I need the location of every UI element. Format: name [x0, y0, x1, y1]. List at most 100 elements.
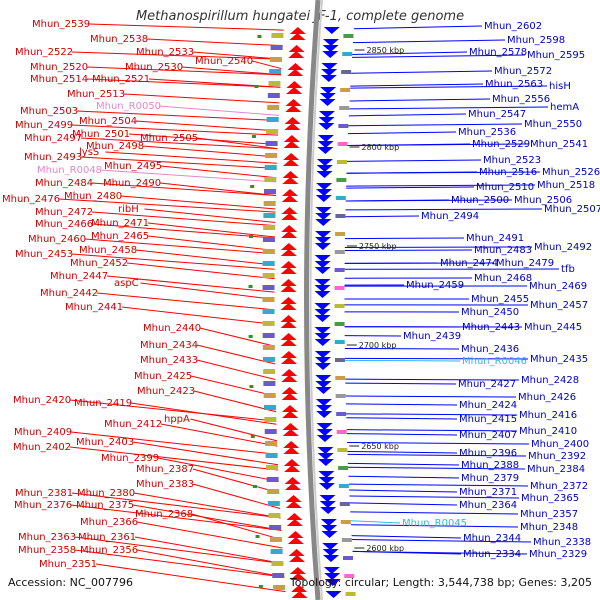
minor-tick-dot — [252, 485, 257, 488]
forward-gene-arrow — [281, 369, 298, 376]
forward-gene-arrow — [282, 177, 299, 184]
right-gene-label: Mhun_2602 — [484, 21, 542, 32]
right-gene-label: Mhun_2518 — [537, 180, 595, 191]
left-label-connector — [70, 431, 278, 455]
right-label-connector — [346, 186, 475, 189]
right-label-connector — [344, 246, 533, 248]
left-label-connector — [70, 504, 282, 531]
kbp-tick-label: 2750 kbp — [359, 242, 397, 251]
cog-category-block — [262, 357, 275, 362]
left-label-connector — [158, 105, 279, 116]
cog-category-block — [266, 477, 279, 482]
reverse-gene-arrow — [314, 315, 331, 322]
genome-backbone — [304, 0, 321, 600]
cog-category-block — [266, 129, 279, 134]
left-label-connector — [74, 536, 284, 565]
left-gene-label: Mhun_2484 — [35, 178, 93, 189]
left-label-connector — [144, 208, 276, 223]
right-label-connector — [352, 550, 528, 555]
left-gene-label: Mhun_2497 — [24, 133, 82, 144]
left-gene-label: Mhun_2493 — [24, 152, 82, 163]
right-gene-label: Mhun_2598 — [507, 35, 565, 46]
left-gene-label: Mhun_2419 — [74, 398, 132, 409]
forward-gene-arrow — [282, 423, 299, 430]
forward-gene-arrow — [285, 501, 302, 508]
cog-category-block — [266, 465, 279, 470]
reverse-gene-arrow — [314, 303, 331, 310]
forward-gene-arrow — [283, 441, 300, 448]
left-label-connector — [132, 441, 279, 466]
left-gene-label: Mhun_2409 — [14, 427, 72, 438]
right-gene-label: Mhun_2469 — [529, 281, 587, 292]
reverse-gene-arrow — [317, 147, 334, 154]
left-gene-label: hppA — [164, 414, 190, 425]
left-label-connector — [146, 38, 283, 47]
cog-category-block — [269, 537, 282, 542]
left-label-connector — [142, 145, 278, 158]
cog-category-block — [266, 117, 279, 122]
left-label-connector — [140, 282, 275, 300]
right-label-connector — [352, 51, 468, 55]
left-label-connector — [191, 513, 282, 541]
right-label-connector — [345, 378, 520, 381]
reverse-gene-arrow — [314, 279, 331, 286]
left-label-connector — [95, 563, 286, 593]
cog-category-block — [262, 309, 275, 314]
forward-gene-arrow — [280, 267, 297, 274]
right-label-connector — [345, 395, 517, 398]
right-gene-label: Mhun_2459 — [406, 280, 464, 291]
cog-category-block — [263, 201, 276, 206]
reverse-gene-arrow — [321, 525, 338, 532]
cog-category-block — [264, 165, 277, 170]
left-gene-label: Mhun_2423 — [137, 386, 195, 397]
reverse-gene-arrow — [316, 171, 333, 178]
right-gene-label: Mhun_2578 — [469, 47, 527, 58]
cog-category-block — [337, 448, 348, 452]
forward-gene-arrow — [289, 33, 306, 40]
right-label-connector — [351, 535, 462, 539]
right-gene-label: Mhun_2506 — [514, 195, 572, 206]
cog-category-block — [339, 502, 350, 506]
left-gene-label: Mhun_2538 — [90, 34, 148, 45]
cog-category-block — [262, 297, 275, 302]
left-gene-label: Mhun_2514 — [30, 74, 88, 85]
right-gene-label: Mhun_2379 — [461, 473, 519, 484]
reverse-gene-arrow — [322, 51, 339, 58]
left-label-connector — [192, 483, 281, 509]
forward-gene-arrow — [284, 123, 301, 130]
right-gene-label: Mhun_2541 — [530, 139, 588, 150]
forward-gene-arrow — [281, 189, 298, 196]
forward-gene-arrow — [280, 279, 297, 286]
right-label-connector — [348, 475, 460, 479]
right-gene-label: Mhun_2357 — [520, 509, 578, 520]
right-gene-label: Mhun_2529 — [472, 139, 530, 150]
left-label-connector — [126, 262, 275, 280]
left-label-connector — [192, 51, 282, 60]
reverse-gene-arrow — [319, 495, 336, 502]
forward-gene-arrow — [283, 447, 300, 454]
right-gene-label: Mhun_2348 — [520, 522, 578, 533]
left-gene-label: Mhun_2351 — [39, 559, 97, 570]
reverse-gene-arrow — [315, 207, 332, 214]
right-label-connector — [346, 429, 518, 432]
forward-gene-arrow — [283, 141, 300, 148]
right-gene-label: Mhun_2365 — [521, 493, 579, 504]
right-gene-label: Mhun_2491 — [466, 233, 524, 244]
forward-gene-arrow — [286, 87, 303, 94]
right-gene-label: Mhun_2364 — [459, 500, 517, 511]
minor-tick-dot — [254, 85, 259, 88]
reverse-gene-arrow — [315, 363, 332, 370]
left-gene-label: ribH — [118, 204, 139, 215]
forward-gene-arrow — [284, 465, 301, 472]
reverse-gene-arrow — [322, 543, 339, 550]
gene-features — [262, 27, 356, 598]
forward-gene-arrow — [280, 243, 297, 250]
left-gene-label: Mhun_2412 — [104, 419, 162, 430]
right-gene-label: Mhun_2516 — [479, 167, 537, 178]
left-label-connector — [71, 51, 282, 60]
cog-category-block — [262, 333, 275, 338]
reverse-gene-arrow — [315, 195, 332, 202]
kbp-ticks: 2850 kbp 2800 kbp 2750 kbp 2700 kbp 2650 kbp… — [248, 35, 404, 588]
reverse-gene-arrow — [315, 219, 332, 226]
